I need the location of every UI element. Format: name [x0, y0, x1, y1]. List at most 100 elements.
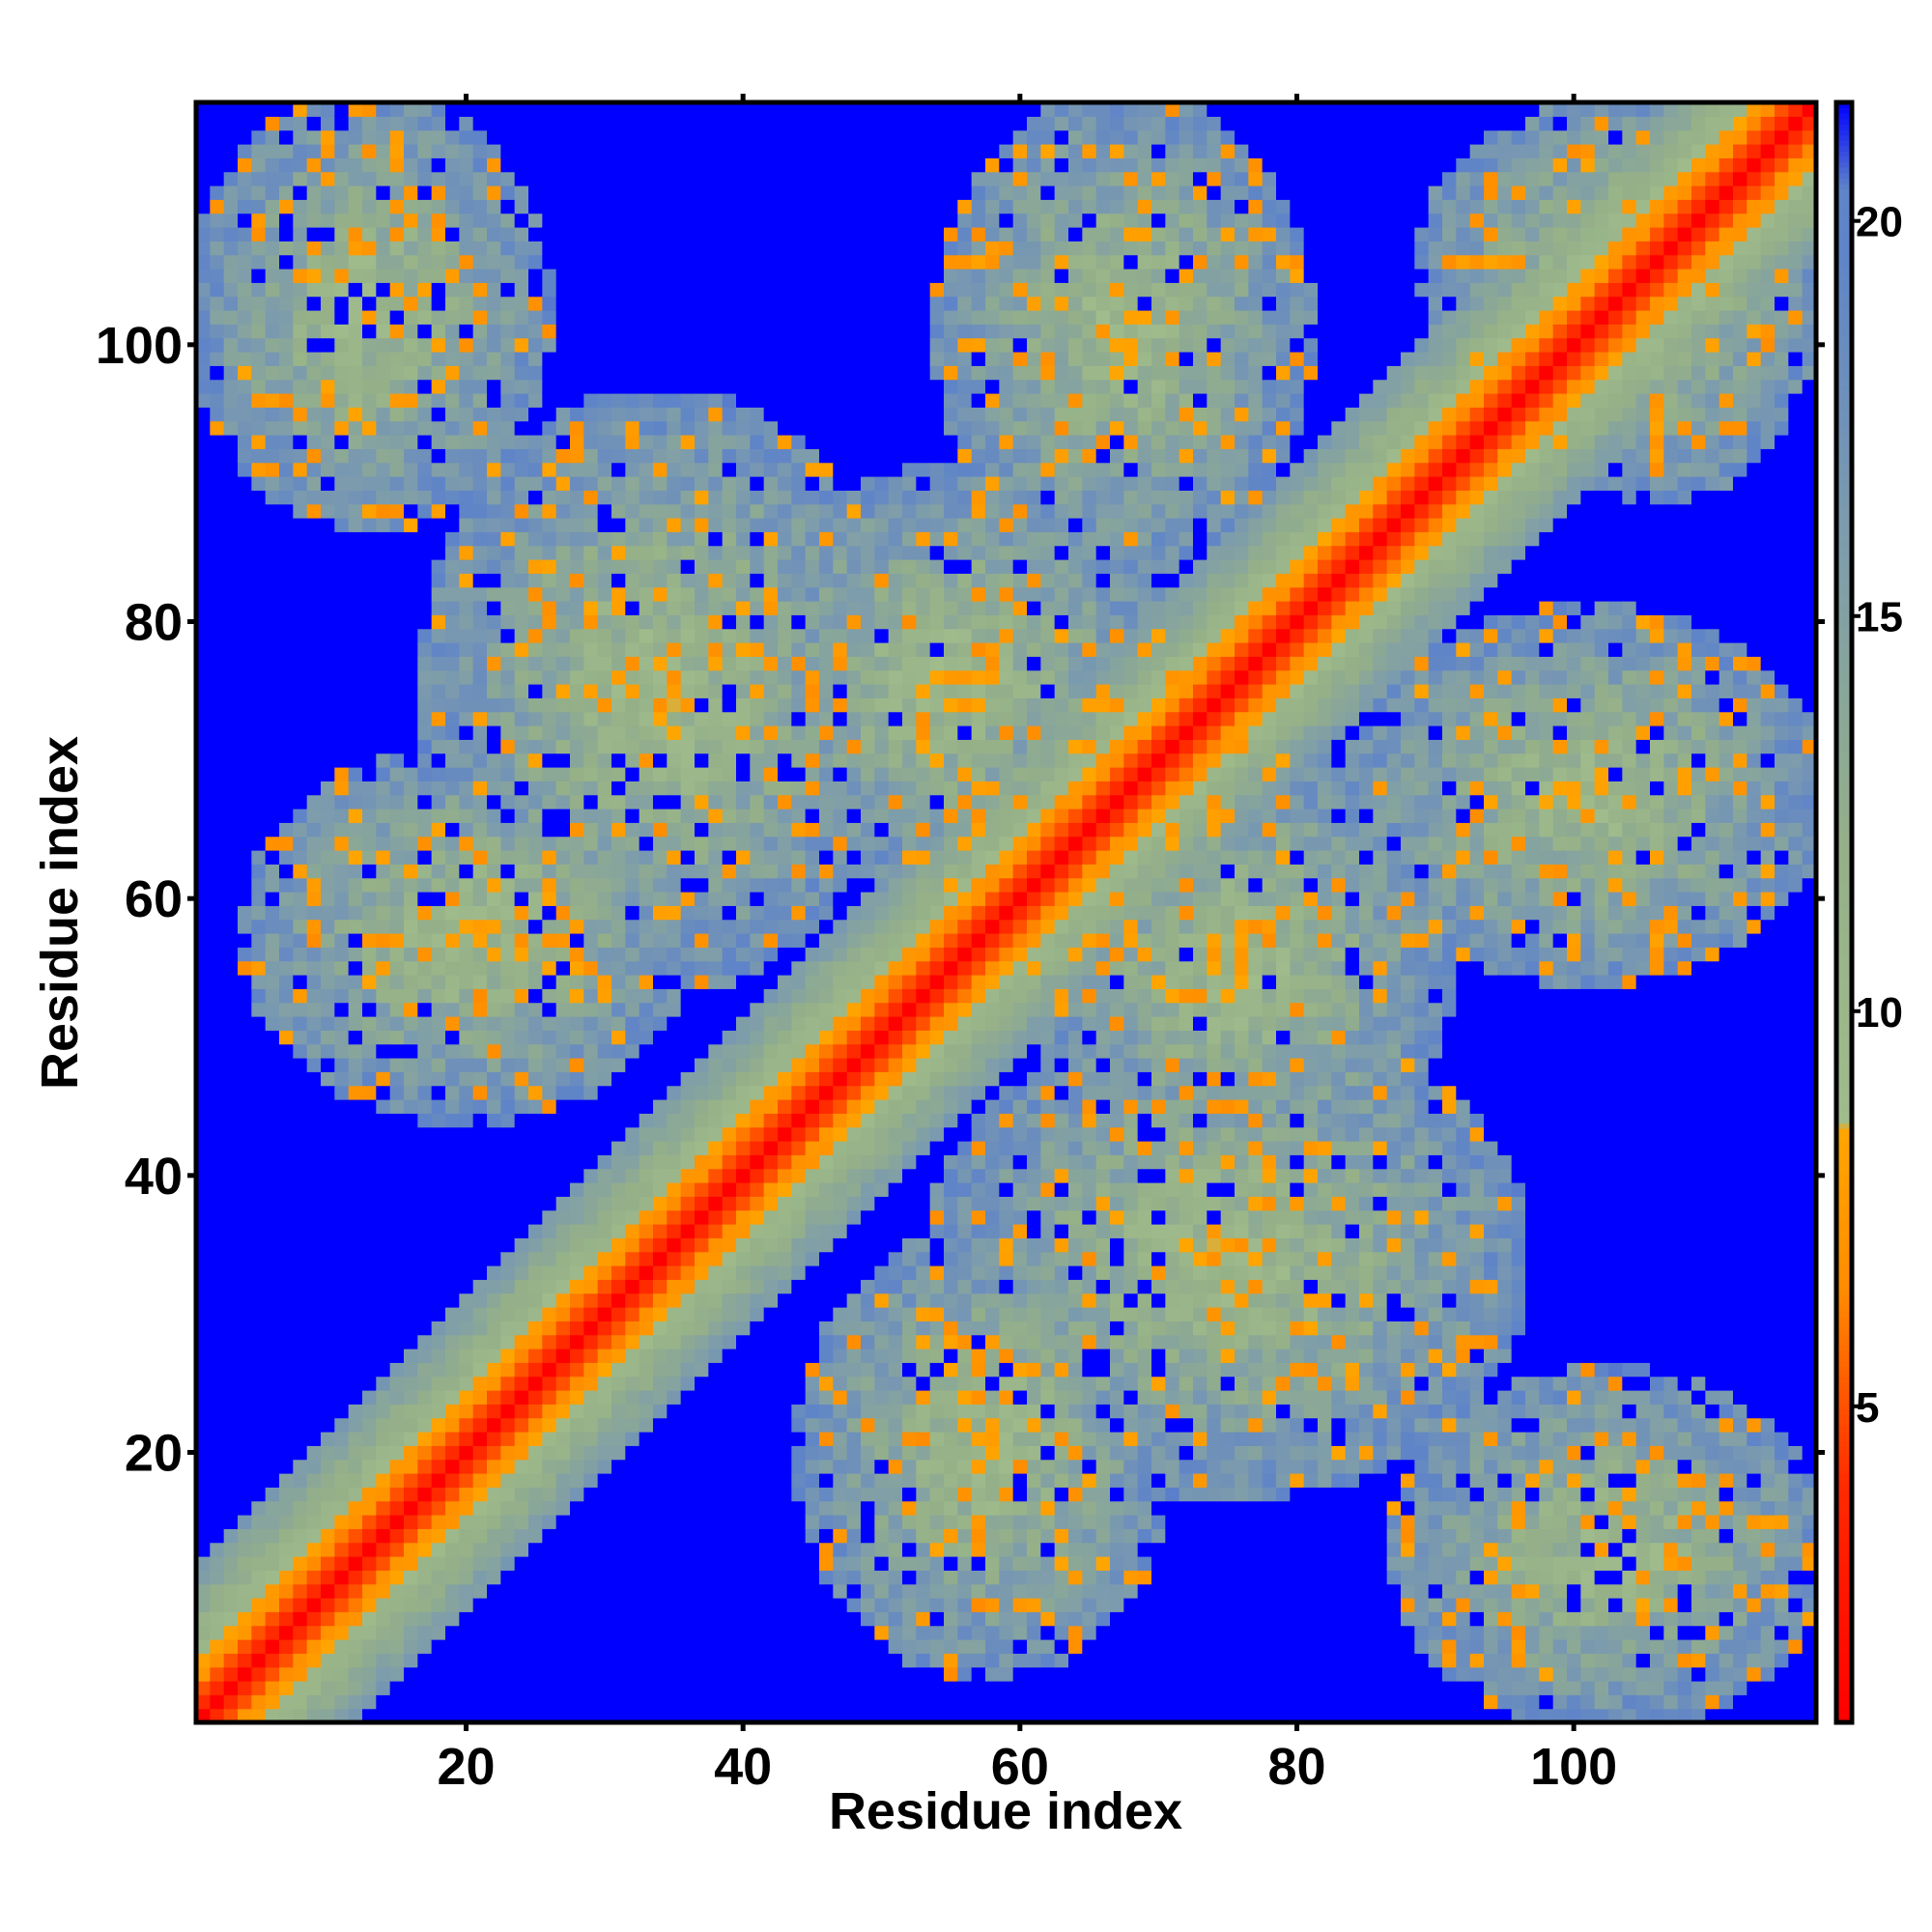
heatmap-cell [555, 711, 571, 726]
heatmap-cell [583, 393, 599, 408]
heatmap-cell [611, 1583, 626, 1599]
heatmap-cell [597, 407, 612, 422]
heatmap-cell [238, 352, 252, 366]
heatmap-cell [223, 767, 239, 781]
heatmap-cell [514, 1473, 529, 1488]
heatmap-cell [514, 1432, 529, 1446]
heatmap-cell [597, 1265, 612, 1280]
heatmap-cell [583, 1002, 599, 1017]
heatmap-cell [348, 1321, 363, 1336]
heatmap-cell [736, 988, 751, 1004]
heatmap-cell [251, 282, 267, 298]
heatmap-cell [417, 933, 433, 948]
heatmap-cell [500, 531, 516, 547]
heatmap-cell [362, 656, 377, 671]
heatmap-cell [238, 1570, 252, 1585]
heatmap-cell [389, 476, 405, 491]
heatmap-cell [555, 1085, 571, 1100]
heatmap-cell [514, 601, 529, 615]
heatmap-cell [223, 711, 239, 726]
heatmap-cell [528, 227, 543, 242]
heatmap-cell [763, 1694, 779, 1710]
heatmap-cell [500, 1279, 516, 1294]
heatmap-cell [500, 822, 516, 838]
heatmap-cell [625, 1071, 640, 1087]
heatmap-cell [279, 836, 294, 851]
heatmap-cell [528, 1500, 543, 1516]
heatmap-cell [763, 559, 779, 574]
heatmap-cell [514, 1307, 529, 1321]
heatmap-cell [736, 684, 751, 698]
heatmap-cell [348, 531, 363, 547]
heatmap-cell [279, 1432, 294, 1446]
heatmap-cell [376, 1417, 391, 1433]
heatmap-cell [459, 476, 474, 491]
heatmap-cell [708, 1168, 724, 1183]
heatmap-cell [653, 711, 668, 726]
heatmap-cell [210, 1016, 225, 1031]
heatmap-cell [459, 1432, 474, 1446]
heatmap-cell [238, 545, 252, 560]
heatmap-cell [514, 1168, 529, 1183]
heatmap-cell [653, 1182, 668, 1197]
heatmap-cell [583, 960, 599, 976]
heatmap-cell [528, 531, 543, 547]
heatmap-cell [210, 1583, 225, 1599]
heatmap-cell [514, 614, 529, 630]
heatmap-cell [583, 1708, 599, 1723]
heatmap-cell [611, 1487, 626, 1502]
heatmap-cell [445, 1113, 460, 1128]
heatmap-cell [555, 1126, 571, 1142]
heatmap-cell [210, 1196, 225, 1211]
heatmap-cell [695, 157, 709, 173]
heatmap-cell [265, 393, 280, 408]
heatmap-cell [653, 227, 668, 242]
heatmap-cell [625, 1459, 640, 1474]
heatmap-cell [555, 1598, 571, 1612]
heatmap-cell [528, 1417, 543, 1433]
heatmap-cell [306, 1681, 322, 1695]
heatmap-cell [639, 781, 654, 796]
heatmap-cell [210, 947, 225, 962]
heatmap-cell [514, 545, 529, 560]
heatmap-cell [680, 753, 696, 768]
heatmap-cell [348, 711, 363, 726]
heatmap-cell [763, 1251, 779, 1266]
heatmap-cell [625, 1113, 640, 1128]
heatmap-cell [487, 393, 501, 408]
heatmap-cell [348, 1016, 363, 1031]
heatmap-cell [570, 753, 584, 768]
heatmap-cell [265, 144, 280, 158]
heatmap-cell [445, 352, 460, 366]
heatmap-cell [763, 1681, 779, 1695]
heatmap-cell [695, 269, 709, 283]
heatmap-cell [251, 227, 267, 242]
heatmap-cell [639, 1487, 654, 1502]
heatmap-cell [306, 1126, 322, 1142]
heatmap-cell [417, 102, 433, 117]
heatmap-cell [708, 1598, 724, 1612]
heatmap-cell [625, 739, 640, 754]
heatmap-cell [763, 310, 779, 325]
heatmap-cell [611, 227, 626, 242]
heatmap-cell [583, 296, 599, 311]
heatmap-cell [431, 1362, 446, 1378]
heatmap-cell [265, 711, 280, 726]
heatmap-cell [555, 614, 571, 630]
heatmap-cell [639, 296, 654, 311]
heatmap-cell [528, 310, 543, 325]
heatmap-cell [238, 157, 252, 173]
heatmap-cell [196, 1154, 211, 1170]
heatmap-cell [279, 628, 294, 643]
heatmap-cell [487, 809, 501, 823]
heatmap-cell [500, 850, 516, 865]
heatmap-cell [708, 1349, 724, 1363]
heatmap-cell [736, 352, 751, 366]
heatmap-cell [306, 1459, 322, 1474]
heatmap-cell [445, 684, 460, 698]
heatmap-cell [431, 171, 446, 186]
heatmap-cell [542, 1058, 557, 1072]
heatmap-cell [238, 435, 252, 449]
heatmap-cell [555, 1390, 571, 1405]
heatmap-cell [695, 877, 709, 893]
